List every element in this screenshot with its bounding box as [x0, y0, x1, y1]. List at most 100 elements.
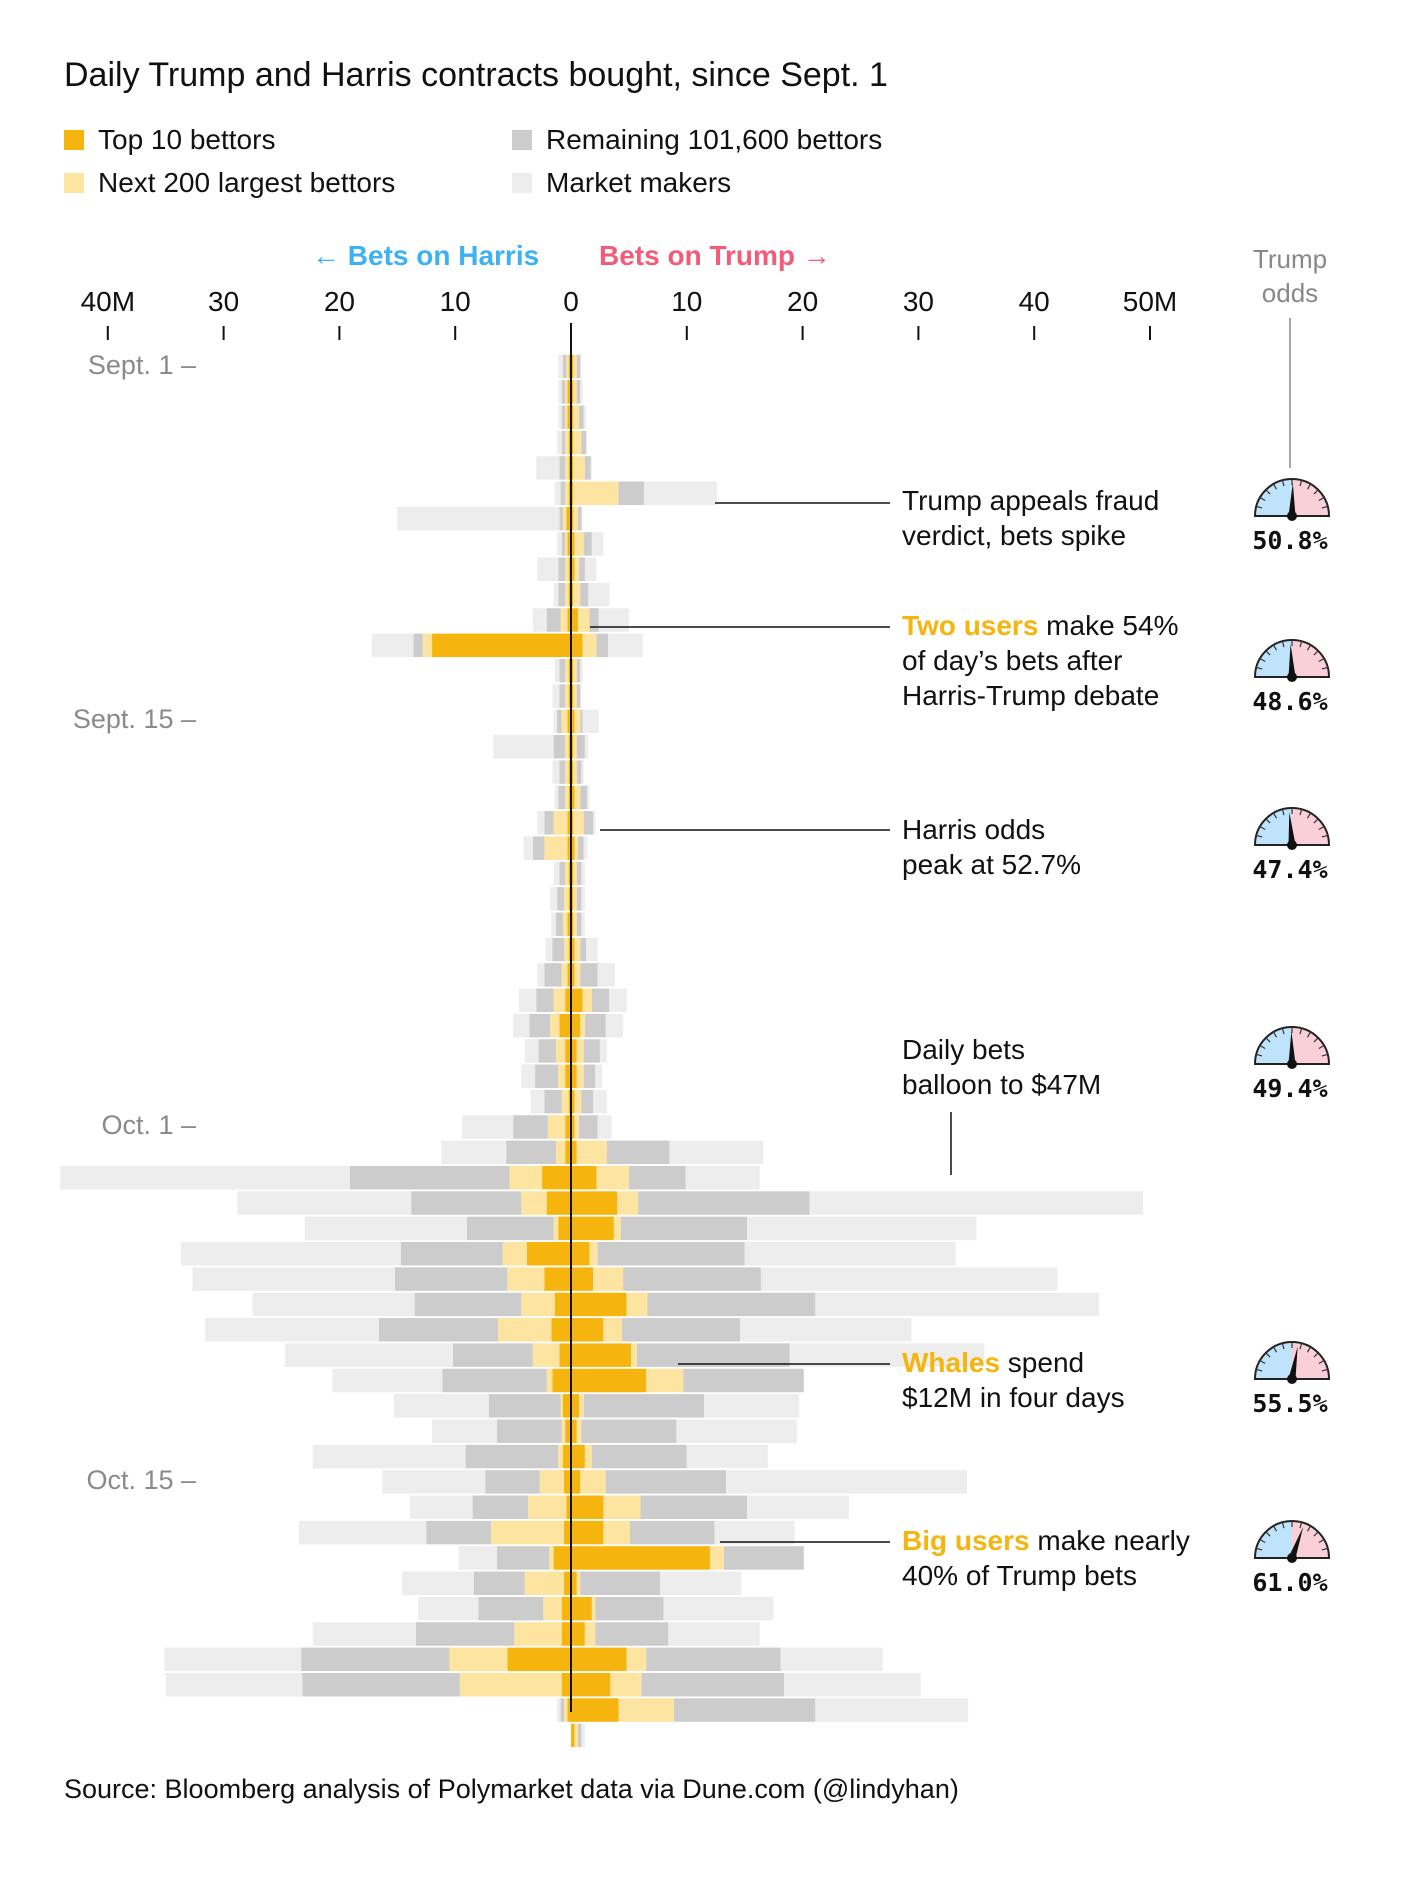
harris-bar-40-seg-4 — [284, 1343, 453, 1367]
harris-bar-38-seg-2 — [521, 1292, 555, 1317]
harris-bar-1-seg-3 — [562, 354, 567, 379]
trump-bar-25-seg-3 — [580, 963, 598, 987]
trump-bar-34-seg-4 — [809, 1191, 1144, 1215]
annotation-harris-peak: Harris odds peak at 52.7% — [902, 812, 1081, 882]
trump-bar-10-seg-3 — [580, 582, 589, 607]
trump-bar-26-seg-2 — [582, 988, 592, 1012]
gauge-tick-2-5 — [1281, 641, 1285, 648]
gauge-tick-3-1 — [1256, 834, 1263, 838]
trump-bar-41-seg-3 — [683, 1368, 804, 1393]
harris-bar-7-seg-4 — [397, 506, 560, 531]
harris-bar-46-seg-4 — [410, 1495, 473, 1519]
trump-bar-23-seg-1 — [571, 912, 574, 936]
chart-title: Daily Trump and Harris contracts bought,… — [64, 56, 888, 94]
harris-bar-9-seg-3 — [558, 557, 566, 582]
harris-bar-16-seg-3 — [553, 735, 566, 759]
harris-bar-47-seg-4 — [298, 1520, 427, 1545]
gauge-outline-4 — [1253, 1026, 1331, 1065]
harris-bar-4-seg-4 — [557, 430, 562, 455]
harris-bar-25-seg-1 — [567, 963, 571, 987]
trump-bar-36-seg-3 — [597, 1242, 745, 1266]
trump-bar-2-seg-1 — [571, 380, 574, 404]
harris-bar-9-seg-1 — [568, 557, 571, 582]
trump-bar-53-seg-4 — [784, 1672, 921, 1697]
trump-bar-46-seg-3 — [640, 1495, 748, 1519]
trump-bar-13-seg-2 — [573, 658, 577, 683]
x-tick-label-6: 10 — [671, 286, 703, 317]
harris-bar-24-seg-3 — [552, 937, 565, 962]
harris-bar-44-seg-1 — [562, 1444, 571, 1469]
trump-bar-17-seg-4 — [581, 760, 584, 784]
trump-bar-11-seg-4 — [598, 608, 629, 632]
gauge-tick-3-9 — [1313, 818, 1319, 824]
trump-bar-17-seg-2 — [573, 760, 577, 784]
annotation-two-users-line2: of day’s bets after — [902, 645, 1123, 676]
trump-bar-45-seg-4 — [726, 1470, 968, 1494]
harris-bar-13-seg-1 — [568, 658, 571, 683]
trump-bar-38-seg-3 — [647, 1292, 816, 1317]
harris-bar-31-seg-4 — [462, 1115, 514, 1139]
gauge-needle-1 — [1288, 483, 1296, 517]
trump-bar-49-seg-3 — [580, 1571, 661, 1596]
trump-bar-6-seg-2 — [573, 481, 619, 505]
legend-label-market-makers: Market makers — [546, 167, 732, 198]
harris-bar-27-seg-2 — [550, 1013, 560, 1038]
gauge-tick-2-3 — [1265, 650, 1271, 656]
harris-bar-2-seg-3 — [561, 380, 566, 404]
trump-bar-12-seg-2 — [582, 633, 597, 658]
trump-bar-50-seg-4 — [663, 1596, 774, 1621]
harris-bar-20-seg-4 — [523, 836, 533, 860]
trump-odds-header-line1: Trump — [1252, 244, 1328, 274]
harris-bar-10-seg-3 — [558, 582, 566, 607]
gauge-tick-3-11 — [1321, 834, 1328, 838]
harris-bar-54-seg-2 — [564, 1698, 568, 1722]
trump-bar-37-seg-4 — [760, 1267, 1058, 1291]
gauge-tick-6-10 — [1318, 1538, 1325, 1544]
trump-bar-5-seg-3 — [584, 456, 591, 480]
trump-bar-20-seg-1 — [571, 836, 575, 860]
annotation-fraud-line2: verdict, bets spike — [902, 520, 1127, 551]
harris-bar-50-seg-4 — [418, 1596, 479, 1621]
trump-bar-13-seg-4 — [580, 658, 583, 683]
harris-bar-35-seg-3 — [466, 1216, 554, 1241]
harris-bar-21-seg-3 — [559, 861, 566, 886]
harris-bar-43-seg-3 — [496, 1419, 562, 1443]
harris-bar-7-seg-1 — [566, 506, 571, 531]
gauge-tick-2-2 — [1259, 657, 1266, 663]
trump-bar-28-seg-3 — [583, 1039, 600, 1063]
harris-direction-label: ← Bets on Harris — [312, 240, 540, 271]
trump-bar-51-seg-2 — [584, 1622, 596, 1646]
gauge-tick-6-1 — [1256, 1547, 1263, 1551]
trump-bar-52-seg-2 — [626, 1647, 647, 1672]
harris-bar-10-seg-2 — [565, 582, 569, 607]
gauge-outline-6 — [1253, 1520, 1331, 1559]
trump-bar-11-seg-1 — [571, 608, 578, 632]
harris-bar-24-seg-4 — [545, 937, 553, 962]
trump-bar-23-seg-2 — [573, 912, 577, 936]
harris-bar-27-seg-3 — [529, 1013, 551, 1038]
trump-bar-34-seg-3 — [638, 1191, 810, 1215]
trump-bar-55-seg-2 — [574, 1723, 578, 1748]
legend-swatch-market-makers — [512, 173, 532, 193]
trump-bar-43-seg-3 — [581, 1419, 677, 1443]
trump-bar-12-seg-4 — [608, 633, 643, 658]
harris-bar-47-seg-1 — [564, 1520, 571, 1545]
harris-bar-21-seg-2 — [565, 861, 569, 886]
gauge-hub-4 — [1287, 1059, 1297, 1069]
legend-swatch-next200 — [64, 173, 84, 193]
trump-bar-53-seg-2 — [610, 1672, 642, 1697]
gauge-tick-5-11 — [1321, 1368, 1328, 1372]
harris-bar-49-seg-2 — [524, 1571, 565, 1596]
gauge-trump-half-1 — [1292, 479, 1329, 516]
gauge-outline-2 — [1253, 639, 1331, 678]
harris-bar-19-seg-3 — [544, 811, 554, 835]
legend-swatch-remaining — [512, 130, 532, 150]
harris-bar-38-seg-1 — [554, 1292, 571, 1317]
trump-bar-8-seg-2 — [574, 532, 584, 556]
gauge-trump-half-3 — [1292, 808, 1329, 845]
harris-bar-1-seg-2 — [566, 354, 569, 379]
harris-bar-24-seg-2 — [564, 937, 569, 962]
gauge-value-1: 50.8% — [1252, 526, 1328, 555]
trump-bar-14-seg-3 — [576, 684, 581, 708]
harris-bar-9-seg-4 — [537, 557, 559, 582]
